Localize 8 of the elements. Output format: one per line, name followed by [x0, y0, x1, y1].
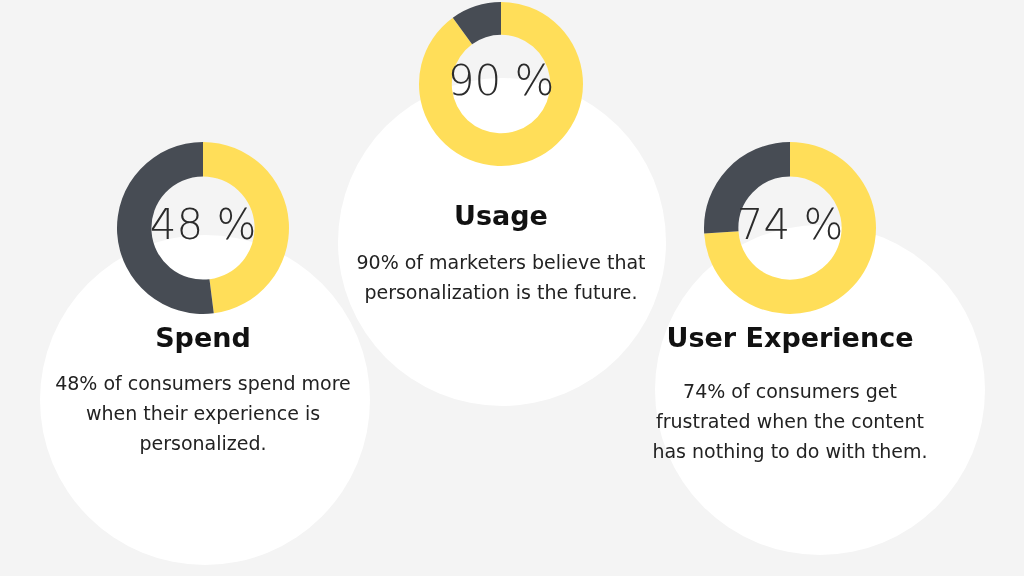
text: 74% of consumers get frustrated when the content has nothing to do with them. [651, 379, 929, 464]
data-label: 74 % [736, 199, 844, 249]
text: 90% of marketers believe that personalization is the future. [356, 250, 646, 305]
text: 48% of consumers spend more when their experience is personalized. [54, 371, 352, 456]
data-label: 48 % [149, 199, 257, 249]
text: Spend [154, 322, 252, 353]
text: Usage [453, 200, 549, 231]
text: User Experience [665, 322, 915, 353]
